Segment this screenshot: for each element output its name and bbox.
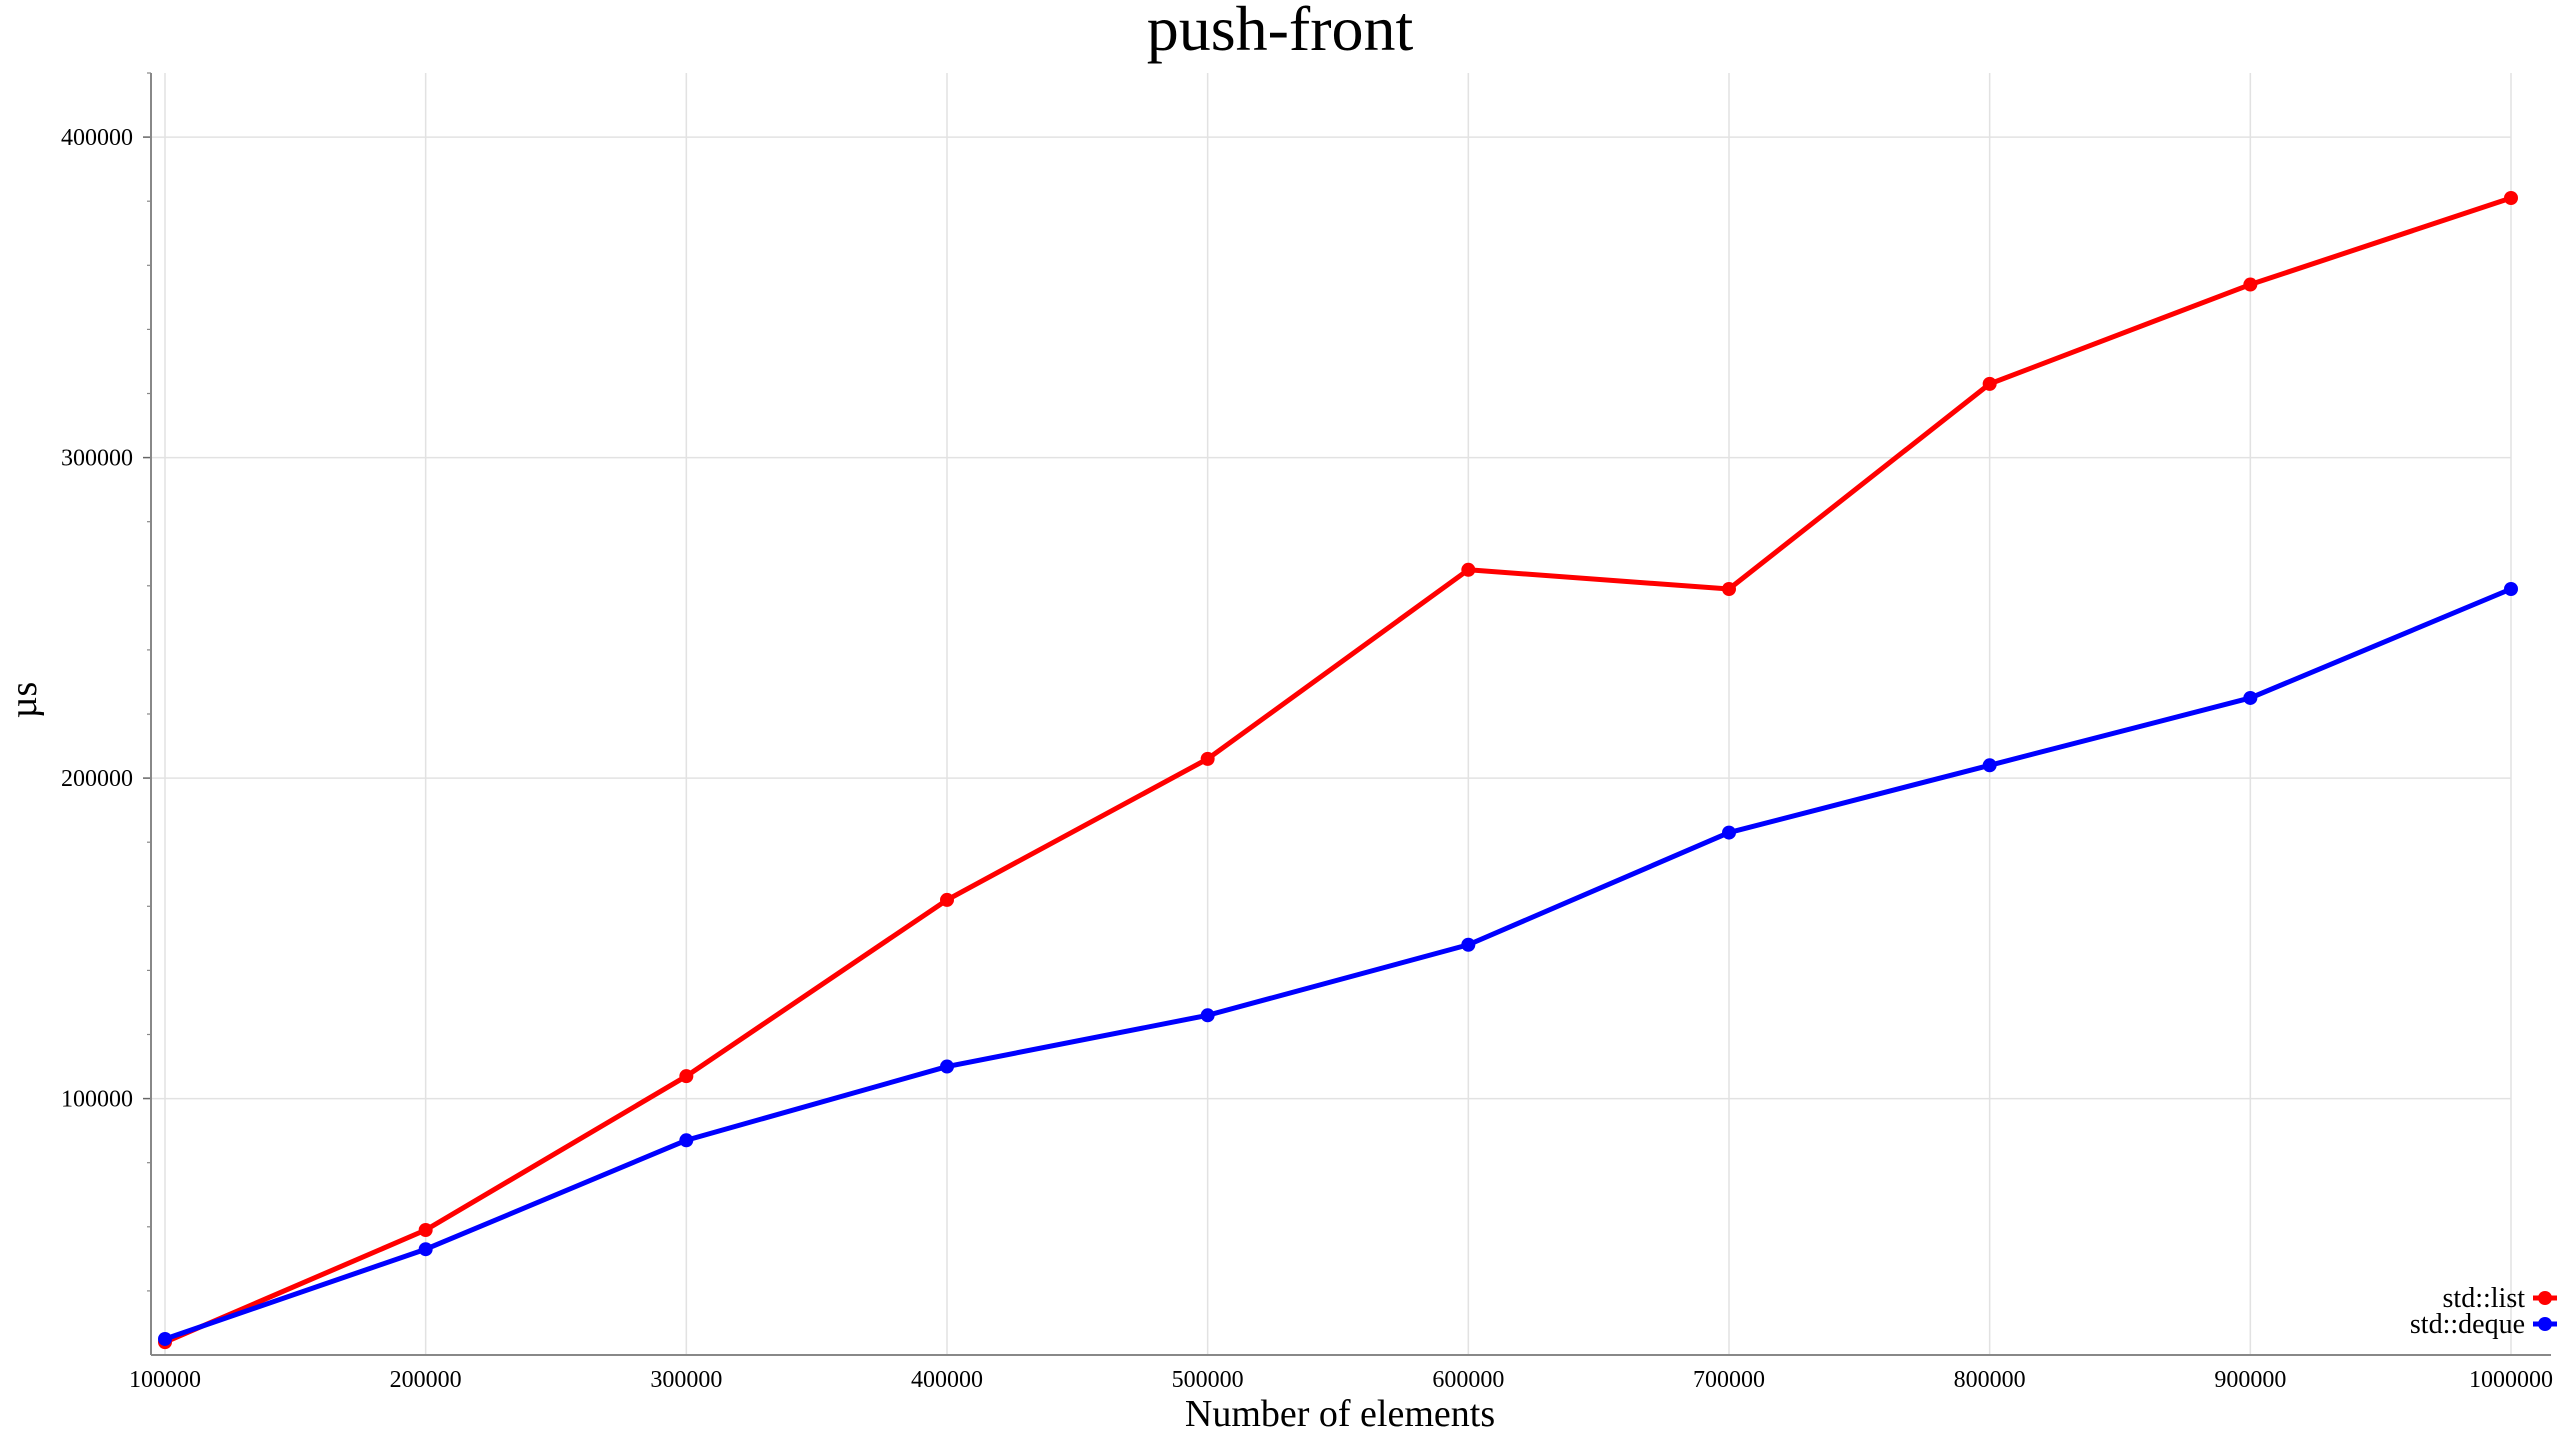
data-point — [1722, 582, 1736, 597]
axes: 100000 200000 300000 400000 500000 600000 7000… — [61, 72, 2553, 1393]
x-tick-label: 700000 — [1693, 1367, 1765, 1393]
x-tick-label: 200000 — [390, 1367, 462, 1393]
x-tick-label: 900000 — [2214, 1367, 2286, 1393]
x-axis-label: Number of elements — [1185, 1393, 1495, 1435]
data-point — [2504, 190, 2518, 205]
data-point — [2243, 690, 2258, 705]
x-tick-label: 100000 — [129, 1367, 201, 1393]
series-line — [164, 195, 2512, 1345]
y-tick-label: 400000 — [61, 125, 133, 151]
data-point — [679, 1133, 694, 1148]
legend-swatch-marker — [2538, 1317, 2552, 1331]
data-point — [1200, 1008, 1215, 1023]
data-point — [1722, 825, 1736, 840]
data-point — [2243, 277, 2258, 292]
x-tick-label: 300000 — [650, 1367, 722, 1393]
x-tick-label: 600000 — [1432, 1367, 1504, 1393]
grid-lines — [151, 73, 2512, 1355]
chart-title: push-front — [1147, 0, 1414, 64]
data-point — [1461, 937, 1476, 952]
data-point — [418, 1223, 433, 1238]
data-point — [418, 1242, 433, 1257]
data-point — [1461, 562, 1476, 577]
y-tick-label: 200000 — [61, 766, 133, 792]
series-line — [164, 586, 2512, 1342]
legend-label: std::list — [2443, 1283, 2526, 1314]
legend-label: std::deque — [2410, 1309, 2525, 1340]
x-tick-label: 500000 — [1172, 1367, 1244, 1393]
y-axis-label: µs — [3, 682, 45, 719]
x-tick-label: 1000000 — [2469, 1367, 2553, 1393]
data-point — [940, 1059, 954, 1074]
data-point — [940, 892, 954, 907]
data-point — [158, 1331, 172, 1346]
x-tick-label: 400000 — [911, 1367, 983, 1393]
legend-swatch-marker — [2538, 1291, 2552, 1305]
data-point — [1982, 758, 1997, 773]
x-tick-label: 800000 — [1954, 1367, 2026, 1393]
series-lines — [158, 190, 2518, 1350]
y-tick-label: 100000 — [61, 1087, 133, 1113]
data-point — [1200, 751, 1215, 766]
y-tick-label: 300000 — [61, 446, 133, 472]
data-point — [679, 1069, 694, 1084]
data-point — [1982, 376, 1997, 391]
data-point — [2504, 582, 2518, 597]
